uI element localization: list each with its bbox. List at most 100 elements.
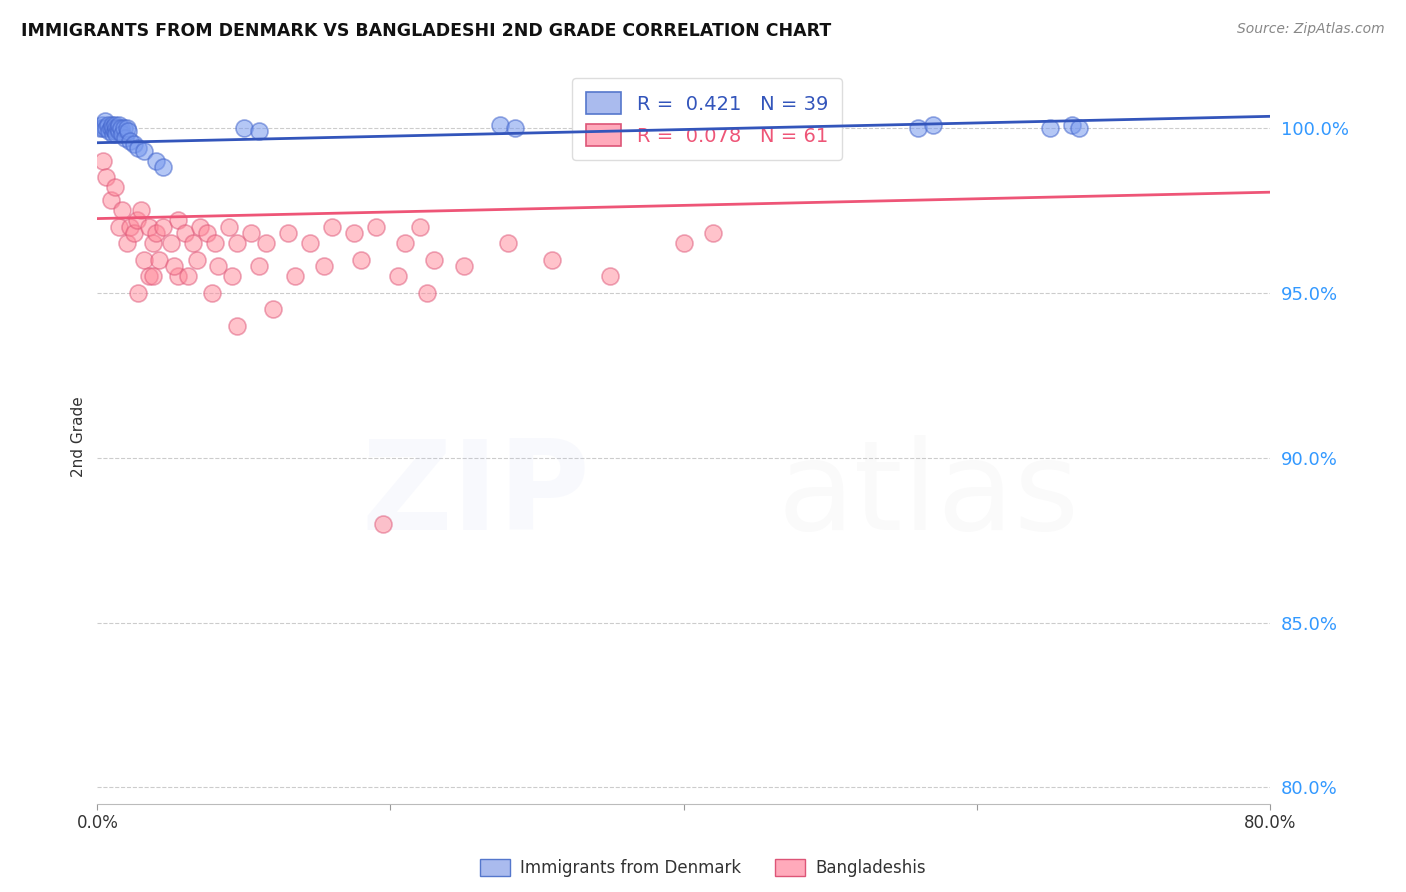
Point — [225, 318, 247, 333]
Point — [1060, 118, 1083, 132]
Point — [1039, 120, 1062, 135]
Point — [125, 213, 148, 227]
Point — [114, 130, 136, 145]
Point — [138, 219, 160, 234]
Point — [127, 141, 149, 155]
Point — [134, 252, 156, 267]
Point — [100, 194, 122, 208]
Point — [174, 227, 197, 241]
Point — [127, 285, 149, 300]
Point — [1069, 120, 1091, 135]
Point — [108, 219, 131, 234]
Point — [201, 285, 224, 300]
Text: Source: ZipAtlas.com: Source: ZipAtlas.com — [1237, 22, 1385, 37]
Point — [350, 252, 373, 267]
Point — [232, 120, 254, 135]
Point — [314, 260, 336, 274]
Point — [167, 213, 190, 227]
Point — [416, 285, 439, 300]
Point — [177, 269, 200, 284]
Point — [91, 153, 114, 168]
Point — [100, 120, 122, 135]
Point — [97, 118, 120, 132]
Point — [118, 219, 141, 234]
Point — [159, 236, 181, 251]
Point — [218, 219, 240, 234]
Point — [152, 219, 174, 234]
Point — [94, 170, 117, 185]
Point — [115, 236, 138, 251]
Point — [108, 118, 131, 132]
Point — [98, 124, 121, 138]
Point — [104, 124, 127, 138]
Point — [247, 260, 270, 274]
Point — [225, 236, 247, 251]
Point — [148, 252, 170, 267]
Point — [247, 124, 270, 138]
Legend: R =  0.421   N = 39, R =  0.078   N = 61: R = 0.421 N = 39, R = 0.078 N = 61 — [572, 78, 842, 160]
Point — [101, 118, 124, 132]
Text: ZIP: ZIP — [361, 434, 589, 556]
Point — [167, 269, 190, 284]
Point — [142, 269, 165, 284]
Point — [122, 137, 145, 152]
Point — [162, 260, 184, 274]
Point — [90, 118, 112, 132]
Point — [489, 118, 512, 132]
Point — [103, 120, 125, 135]
Point — [387, 269, 409, 284]
Point — [145, 153, 167, 168]
Point — [204, 236, 226, 251]
Point — [409, 219, 432, 234]
Point — [104, 118, 127, 132]
Point — [118, 134, 141, 148]
Y-axis label: 2nd Grade: 2nd Grade — [72, 396, 86, 476]
Point — [105, 120, 128, 135]
Point — [371, 516, 394, 531]
Point — [145, 227, 167, 241]
Point — [138, 269, 160, 284]
Point — [111, 203, 134, 218]
Point — [195, 227, 218, 241]
Point — [110, 120, 132, 135]
Point — [93, 114, 115, 128]
Point — [599, 269, 621, 284]
Point — [104, 180, 127, 194]
Point — [181, 236, 204, 251]
Point — [89, 120, 111, 135]
Text: IMMIGRANTS FROM DENMARK VS BANGLADESHI 2ND GRADE CORRELATION CHART: IMMIGRANTS FROM DENMARK VS BANGLADESHI 2… — [21, 22, 831, 40]
Point — [134, 144, 156, 158]
Legend: Immigrants from Denmark, Bangladeshis: Immigrants from Denmark, Bangladeshis — [474, 852, 932, 884]
Point — [453, 260, 475, 274]
Point — [672, 236, 695, 251]
Point — [186, 252, 208, 267]
Point — [321, 219, 343, 234]
Point — [111, 128, 134, 142]
Point — [122, 227, 145, 241]
Point — [221, 269, 243, 284]
Point — [103, 128, 125, 142]
Point — [423, 252, 446, 267]
Point — [91, 120, 114, 135]
Point — [298, 236, 321, 251]
Point — [105, 128, 128, 142]
Point — [540, 252, 562, 267]
Point — [115, 120, 138, 135]
Point — [496, 236, 519, 251]
Point — [907, 120, 929, 135]
Point — [108, 124, 131, 138]
Point — [207, 260, 229, 274]
Point — [131, 203, 153, 218]
Point — [152, 161, 174, 175]
Point — [117, 124, 139, 138]
Point — [240, 227, 263, 241]
Point — [277, 227, 299, 241]
Point — [112, 120, 135, 135]
Point — [94, 120, 117, 135]
Point — [343, 227, 366, 241]
Point — [188, 219, 211, 234]
Text: atlas: atlas — [778, 434, 1080, 556]
Point — [284, 269, 307, 284]
Point — [254, 236, 277, 251]
Point — [262, 302, 284, 317]
